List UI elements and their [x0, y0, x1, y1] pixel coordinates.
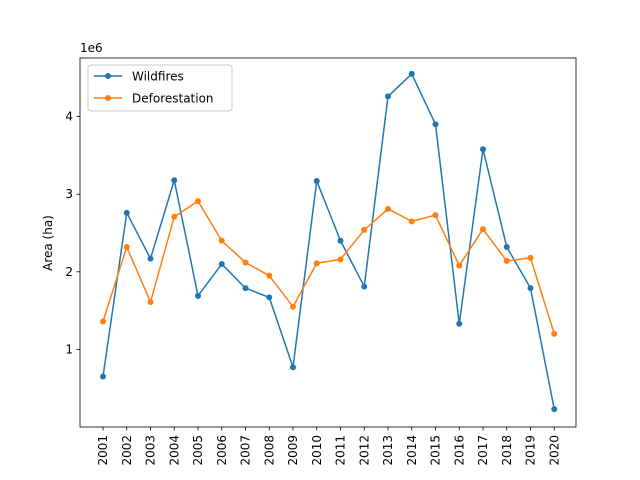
x-tick-label: 2005 [191, 435, 205, 466]
data-point [290, 364, 296, 371]
x-tick-label: 2008 [262, 435, 276, 466]
legend-label: Deforestation [132, 92, 214, 106]
data-point [218, 237, 225, 244]
x-tick-label: 2020 [547, 435, 561, 466]
data-point [195, 292, 201, 299]
data-point [527, 254, 534, 261]
x-tick-label: 2009 [286, 435, 300, 466]
y-axis-offset-label: 1e6 [80, 41, 103, 55]
data-point [218, 261, 225, 268]
data-point [242, 285, 249, 292]
x-tick-label: 2004 [167, 435, 181, 466]
axes-frame [79, 57, 577, 428]
data-point [480, 226, 486, 233]
y-tick-label: 4 [65, 110, 73, 124]
data-point [408, 70, 415, 77]
data-point [195, 198, 201, 205]
x-tick-label: 2014 [405, 435, 419, 466]
data-point [503, 257, 510, 264]
data-point [385, 205, 391, 212]
data-point [551, 406, 558, 413]
data-point [432, 212, 439, 219]
plot-area [100, 70, 558, 413]
data-point [313, 178, 320, 185]
data-point [242, 259, 249, 266]
y-tick-label: 3 [65, 187, 73, 201]
data-point [100, 373, 106, 380]
data-point [290, 303, 296, 310]
x-tick-label: 2001 [96, 435, 110, 466]
data-point [171, 213, 178, 220]
data-point [456, 262, 463, 269]
series-line [102, 200, 555, 335]
legend-marker [105, 95, 111, 101]
legend: Wildfires Deforestation [87, 64, 233, 112]
x-tick-label: 2006 [215, 435, 229, 466]
data-point [266, 294, 273, 301]
data-point [123, 243, 130, 250]
y-tick-label: 2 [65, 265, 73, 279]
y-axis-label: Area (ha) [41, 215, 55, 271]
legend-box [87, 64, 233, 112]
series-deforestation [100, 198, 558, 337]
legend-label: Wildfires [132, 70, 184, 84]
x-tick-label: 2013 [381, 435, 395, 466]
x-tick-label: 2016 [452, 435, 466, 466]
x-tick-label: 2003 [144, 435, 158, 466]
data-point [313, 260, 320, 267]
x-tick-label: 2015 [429, 435, 443, 466]
data-point [361, 226, 368, 233]
x-tick-label: 2011 [334, 435, 348, 466]
x-tick-label: 2012 [357, 435, 371, 466]
data-point [147, 255, 154, 262]
y-axis: 1 2 3 4 [65, 110, 80, 356]
data-point [337, 256, 344, 263]
data-point [361, 283, 368, 290]
data-point [551, 330, 558, 337]
x-tick-label: 2007 [239, 435, 253, 466]
x-tick-label: 2018 [500, 435, 514, 466]
data-point [337, 237, 344, 244]
x-axis: 2001 2002 2003 2004 2005 2006 2007 2008 2009 2010… [96, 427, 561, 466]
data-point [408, 218, 415, 225]
data-point [171, 177, 178, 184]
x-tick-label: 2017 [476, 435, 490, 466]
series-line [102, 73, 555, 410]
data-point [266, 272, 273, 279]
y-tick-label: 1 [65, 342, 73, 356]
data-point [385, 93, 391, 100]
data-point [503, 243, 510, 250]
data-point [147, 299, 154, 306]
data-point [123, 209, 130, 216]
x-tick-label: 2019 [524, 435, 538, 466]
x-tick-label: 2010 [310, 435, 324, 466]
series-wildfires [100, 70, 558, 413]
data-point [432, 121, 439, 128]
x-tick-label: 2002 [120, 435, 134, 466]
legend-marker [105, 73, 111, 79]
data-point [456, 320, 463, 327]
data-point [527, 285, 534, 292]
data-point [100, 318, 106, 325]
data-point [480, 146, 486, 153]
